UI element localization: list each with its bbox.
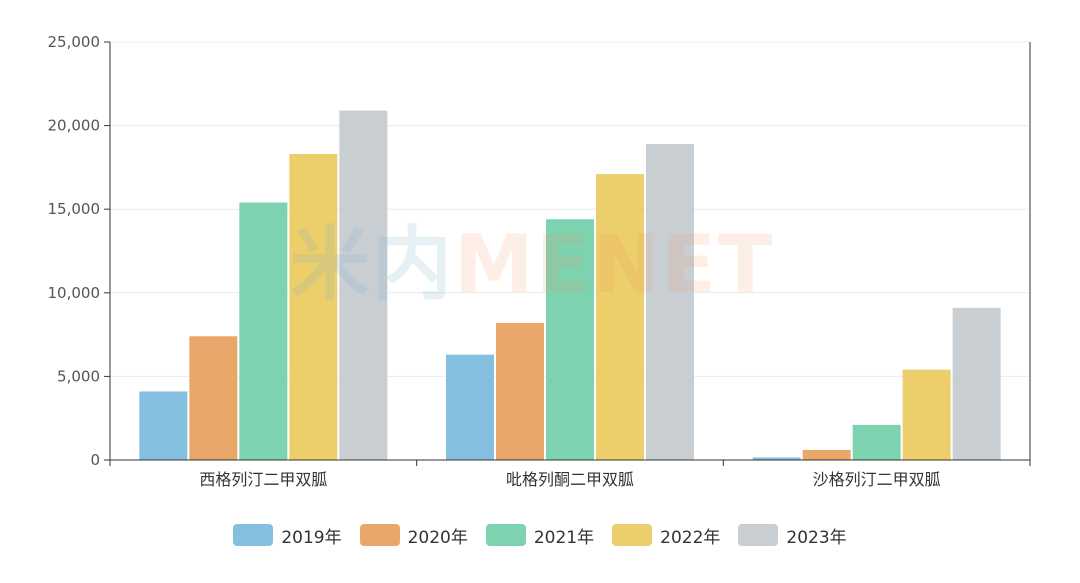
bar[interactable] [752,457,801,460]
legend-swatch [485,524,526,546]
bar[interactable] [546,219,594,460]
y-tick-label: 15,000 [48,200,101,218]
bar[interactable] [646,143,694,460]
y-tick-label: 20,000 [48,117,101,135]
legend-label: 2020年 [407,527,468,548]
bar[interactable] [139,391,188,460]
y-tick-label: 0 [90,451,100,469]
legend-item[interactable]: 2023年 [738,523,847,548]
y-tick-label: 25,000 [48,33,101,51]
bar[interactable] [289,154,338,461]
x-category-label: 西格列汀二甲双胍 [199,470,327,489]
bar[interactable] [446,354,494,460]
legend-swatch [738,524,779,546]
legend-item[interactable]: 2021年 [485,523,595,548]
legend: 2019年 2020年 2021年 2022年 2023年 [0,520,1080,550]
bar[interactable] [952,307,1001,460]
bar[interactable] [902,369,951,460]
bar[interactable] [852,424,901,460]
legend-label: 2022年 [660,527,721,548]
bar[interactable] [496,322,544,460]
legend-label: 2019年 [281,527,342,548]
x-category-label: 沙格列汀二甲双胍 [813,470,941,489]
bar[interactable] [189,336,238,460]
bars [139,110,1001,461]
y-tick-label: 5,000 [57,367,100,385]
legend-item[interactable]: 2020年 [359,523,468,548]
bar[interactable] [802,449,851,460]
legend-item[interactable]: 2019年 [233,523,342,548]
legend-label: 2021年 [533,527,595,548]
legend-item[interactable]: 2022年 [612,523,720,548]
bar-chart: 0 5,000 10,000 15,000 20,000 25,000 西格列汀二甲双胍 吡… [48,33,1031,489]
bar[interactable] [596,174,644,460]
x-axis-labels: 西格列汀二甲双胍 吡格列酮二甲双胍 沙格列汀二甲双胍 [199,470,940,489]
bar[interactable] [339,110,388,460]
bar[interactable] [239,202,288,460]
x-category-label: 吡格列酮二甲双胍 [506,470,634,489]
axes [109,42,1031,466]
legend-swatch [612,524,653,546]
legend-label: 2023年 [786,527,847,548]
legend-swatch [233,524,274,546]
y-tick-label: 10,000 [48,284,101,302]
y-axis-ticks: 0 5,000 10,000 15,000 20,000 25,000 [48,33,110,469]
legend-swatch [359,524,400,546]
